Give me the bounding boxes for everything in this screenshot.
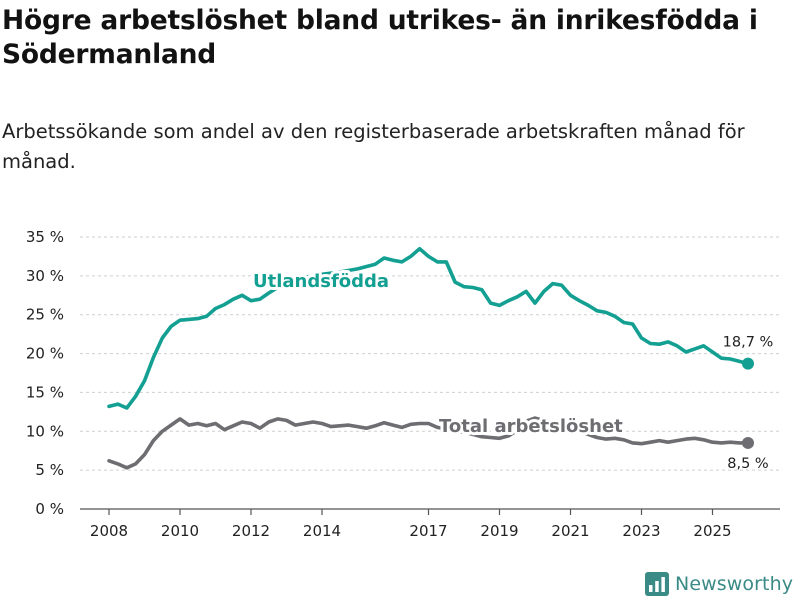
y-tick-label: 20 % bbox=[26, 345, 64, 363]
series-end-point-foreign-born bbox=[742, 357, 754, 370]
y-tick-label: 25 % bbox=[26, 306, 64, 324]
gridlines bbox=[80, 236, 780, 471]
x-tick-label: 2008 bbox=[90, 522, 128, 540]
y-tick-label: 0 % bbox=[35, 500, 64, 518]
x-tick-label: 2014 bbox=[303, 522, 341, 540]
series-line-total bbox=[107, 416, 750, 470]
x-tick-label: 2012 bbox=[232, 522, 270, 540]
brand-name: Newsworthy bbox=[675, 573, 794, 595]
series-label-foreign-born: Utlandsfödda bbox=[253, 271, 389, 292]
series-label-total: Total arbetslöshet bbox=[439, 416, 623, 437]
y-tick-label: 5 % bbox=[35, 461, 64, 479]
x-tick-label: 2010 bbox=[161, 522, 199, 540]
brand-logo: Newsworthy bbox=[645, 570, 793, 598]
end-value-label-foreign-born: 18,7 % bbox=[723, 335, 774, 351]
end-value-label-total: 8,5 % bbox=[727, 456, 768, 472]
x-tick-label: 2019 bbox=[480, 522, 518, 540]
series-labels: 18,7 % 8,5 % Utlandsfödda Total arbetslöshe… bbox=[250, 268, 774, 472]
y-tick-label: 15 % bbox=[26, 383, 64, 401]
x-tick-label: 2021 bbox=[551, 522, 589, 540]
chart-subtitle: Arbetssökande som andel av den registerb… bbox=[2, 120, 745, 173]
y-tick-label: 30 % bbox=[26, 267, 64, 285]
x-tick-label: 2023 bbox=[622, 522, 660, 540]
newsworthy-logo-icon bbox=[645, 572, 669, 596]
y-tick-label: 10 % bbox=[26, 422, 64, 440]
x-tick-label: 2017 bbox=[409, 522, 447, 540]
series-lines bbox=[107, 246, 754, 470]
x-tick-label: 2025 bbox=[693, 522, 731, 540]
series-end-point-total bbox=[742, 436, 754, 449]
x-axis-ticks: 2008 2010 2012 2014 2017 2019 2021 2023 2025 bbox=[90, 509, 732, 540]
y-tick-label: 35 % bbox=[26, 228, 64, 246]
y-axis-ticks: 0 % 5 % 10 % 15 % 20 % 25 % 30 % 35 % bbox=[26, 228, 64, 518]
chart-title: Högre arbetslöshet bland utrikes- än inr… bbox=[2, 5, 758, 70]
series-line-foreign-born bbox=[107, 246, 750, 410]
